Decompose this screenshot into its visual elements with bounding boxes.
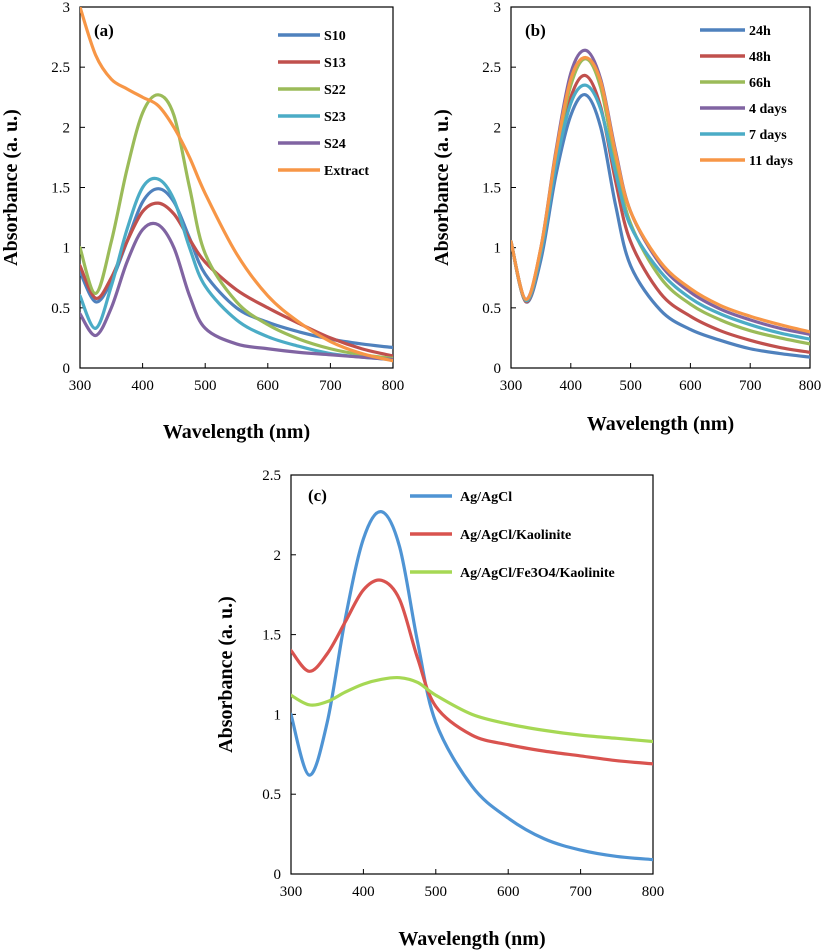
series-group (80, 7, 393, 363)
y-tick-label: 0.5 (482, 301, 501, 317)
legend-label: S24 (324, 137, 346, 152)
x-tick-label: 500 (425, 884, 448, 900)
x-tick-label: 400 (352, 884, 375, 900)
y-axis-label: Absorbance (a. u.) (0, 109, 22, 266)
x-tick-label: 300 (69, 378, 92, 394)
legend-label: S13 (324, 56, 346, 71)
y-tick-label: 2 (63, 120, 71, 136)
y-tick-label: 1.5 (482, 181, 501, 197)
plot-frame (79, 6, 394, 369)
chart-panel-3: 300 400 500 600 700 80000.511.522.5Ag/AgClAg/… (215, 468, 664, 950)
legend-label: Extract (324, 164, 369, 179)
y-tick-label: 2.5 (262, 468, 281, 484)
y-tick-label: 0.5 (262, 787, 281, 803)
plot-frame (290, 474, 654, 875)
x-tick-label: 800 (799, 378, 822, 394)
x-tick-label: 600 (497, 884, 520, 900)
series-line-ag-agcl-kaolinite (291, 578, 653, 766)
legend-label: 66h (749, 76, 771, 91)
panel-label: (b) (525, 21, 546, 40)
x-tick-label: 600 (257, 378, 280, 394)
x-tick-label: 800 (642, 884, 665, 900)
y-tick-label: 2.5 (51, 60, 70, 76)
legend-label: 24h (749, 24, 771, 39)
y-tick-label: 0 (63, 361, 71, 377)
x-tick-label: 600 (679, 378, 702, 394)
legend-label: 4 days (749, 102, 787, 117)
legend: 24h 48h 66h 4 days 7 days 11 days (700, 24, 794, 169)
series-line-7-days (511, 83, 810, 341)
legend-label: Ag/AgCl/Kaolinite (460, 528, 571, 543)
y-tick-label: 0 (494, 361, 502, 377)
x-tick-label: 800 (382, 378, 405, 394)
series-line-s10 (80, 187, 393, 350)
series-line-s23 (80, 176, 393, 362)
y-tick-label: 1 (494, 241, 502, 257)
x-tick-label: 500 (619, 378, 642, 394)
x-axis-label: Wavelength (nm) (163, 421, 310, 443)
series-line-ag-agcl-fe3o4-kaolinite (291, 675, 653, 744)
x-tick-label: 300 (280, 884, 303, 900)
panel-label: (a) (94, 21, 114, 40)
legend-label: 7 days (749, 128, 787, 143)
x-tick-label: 300 (500, 378, 523, 394)
y-tick-label: 1 (63, 241, 71, 257)
legend-label: Ag/AgCl/Fe3O4/Kaolinite (460, 566, 615, 581)
y-tick-label: 3 (63, 0, 71, 16)
x-tick-label: 500 (194, 378, 217, 394)
y-axis-label: Absorbance (a. u.) (431, 109, 453, 266)
y-tick-label: 3 (494, 0, 502, 16)
series-line-extract (80, 7, 393, 363)
legend-label: Ag/AgCl (460, 490, 512, 505)
legend-label: 48h (749, 50, 771, 65)
legend: Ag/AgCl Ag/AgCl/Kaolinite Ag/AgCl/Fe3O4/Ka… (410, 490, 615, 581)
series-line-ag-agcl (291, 510, 653, 862)
x-tick-label: 400 (560, 378, 583, 394)
series-line-s22 (80, 93, 393, 360)
y-tick-label: 2 (274, 548, 282, 564)
x-axis-label: Wavelength (nm) (398, 928, 545, 950)
y-tick-label: 2.5 (482, 60, 501, 76)
y-tick-label: 1.5 (51, 181, 70, 197)
chart-panel-1: 300 400 500 600 700 800 0 0.5 1 1.5 2 2.5 3 S10 S13 S22… (0, 0, 404, 443)
x-tick-label: 700 (739, 378, 762, 394)
y-tick-label: 1 (274, 707, 282, 723)
series-group (291, 510, 653, 862)
chart-panel-2: 300 400 500 600 700 800 0 0.5 1 1.5 2 2.5 3 24h 48h 66h… (431, 0, 821, 435)
y-axis-label: Absorbance (a. u.) (215, 596, 237, 753)
series-group (511, 48, 810, 359)
legend-label: 11 days (749, 154, 794, 169)
y-tick-label: 0 (274, 867, 282, 883)
legend-label: S10 (324, 29, 346, 44)
panel-label: (c) (308, 486, 327, 505)
series-line-s24 (80, 221, 393, 362)
y-tick-label: 0.5 (51, 301, 70, 317)
legend-label: S22 (324, 83, 346, 98)
x-tick-label: 700 (569, 884, 592, 900)
x-tick-label: 400 (131, 378, 154, 394)
legend-label: S23 (324, 110, 346, 125)
x-tick-label: 700 (319, 378, 342, 394)
x-axis-label: Wavelength (nm) (587, 413, 734, 435)
legend: S10 S13 S22 S23 S24 Extract (278, 29, 369, 179)
y-tick-label: 1.5 (262, 628, 281, 644)
series-line-11-days (511, 55, 810, 334)
y-tick-label: 2 (494, 120, 502, 136)
